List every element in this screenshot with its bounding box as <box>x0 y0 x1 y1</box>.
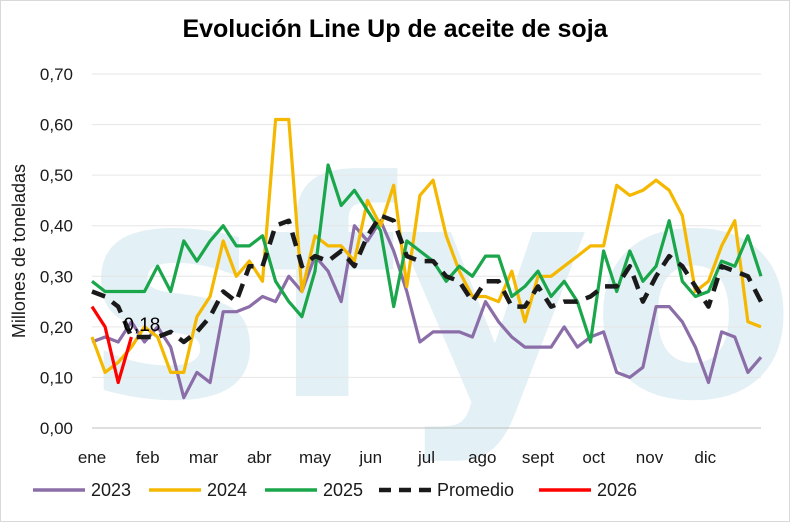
y-tick-label: 0,40 <box>40 217 73 236</box>
annotation-label: 0,18 <box>123 315 160 336</box>
legend-label-2023: 2023 <box>91 480 131 500</box>
legend-label-2025: 2025 <box>323 480 363 500</box>
x-tick-label: jul <box>417 448 435 467</box>
series-line-2024 <box>90 117 762 374</box>
legend-label-2024: 2024 <box>207 480 247 500</box>
chart-title: Evolución Line Up de aceite de soja <box>182 15 608 43</box>
legend: 2023 2024 2025 Promedio 2026 <box>33 480 637 500</box>
x-tick-label: jun <box>358 448 382 467</box>
y-tick-label: 0,00 <box>40 419 73 438</box>
series-layer <box>90 117 763 400</box>
x-tick-label: sept <box>522 448 554 467</box>
y-tick-label: 0,70 <box>40 65 73 84</box>
y-tick-label: 0,50 <box>40 166 73 185</box>
series-line-2025 <box>91 163 763 344</box>
x-tick-label: abr <box>247 448 272 467</box>
series-line-promedio <box>91 213 763 345</box>
y-axis-label: Millones de toneladas <box>9 164 29 338</box>
y-tick-label: 0,30 <box>40 267 73 286</box>
annotation-layer: 0,18 <box>123 315 160 336</box>
x-tick-label: may <box>299 448 332 467</box>
series-line-2026 <box>90 305 133 385</box>
legend-label-2026: 2026 <box>597 480 637 500</box>
axes: 0,00 0,10 0,20 0,30 0,40 0,50 0,60 0,70 Millones… <box>9 65 761 467</box>
watermark-logo: sfyo <box>86 118 789 467</box>
y-tick-label: 0,60 <box>40 116 73 135</box>
x-tick-label: nov <box>636 448 664 467</box>
series-line-2023 <box>91 219 763 400</box>
y-tick-label: 0,20 <box>40 318 73 337</box>
legend-label-promedio: Promedio <box>437 480 514 500</box>
x-tick-label: ago <box>468 448 496 467</box>
x-tick-label: dic <box>694 448 716 467</box>
watermark-text: sfyo <box>86 118 789 467</box>
y-tick-label: 0,10 <box>40 368 73 387</box>
x-tick-label: oct <box>582 448 605 467</box>
x-tick-label: ene <box>78 448 106 467</box>
x-tick-label: feb <box>136 448 160 467</box>
x-tick-label: mar <box>189 448 219 467</box>
